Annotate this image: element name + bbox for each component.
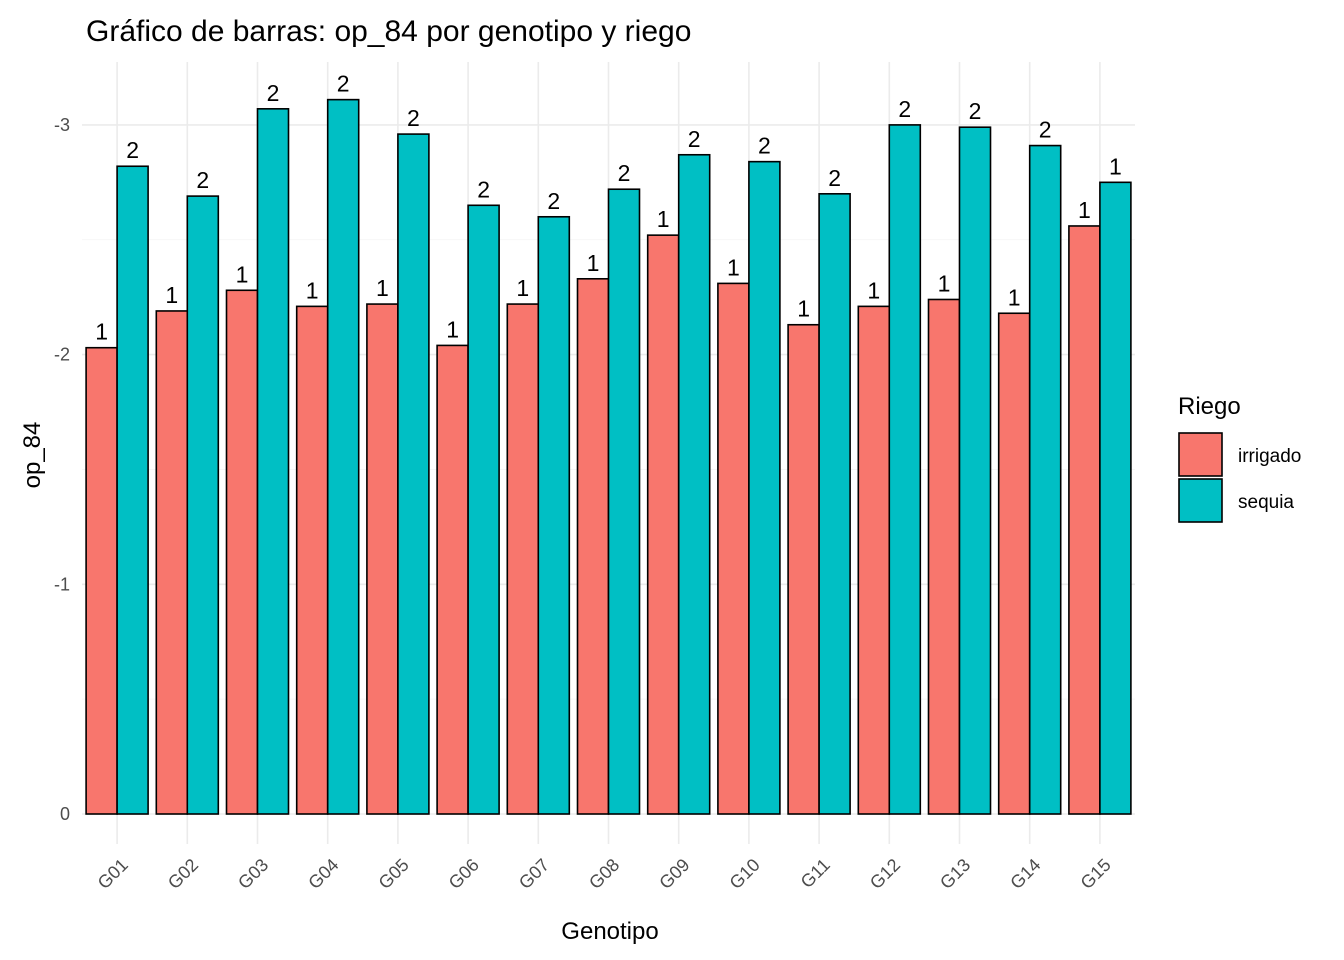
bar-irrigado-G05 [366,303,399,815]
x-tick-label: G09 [655,855,693,893]
bar-irrigado-G04 [295,305,329,815]
bar-irrigado-G07 [506,303,540,815]
bar-irrigado-G10 [717,282,750,815]
legend-key-sequia [1178,478,1223,523]
bar-sequia-G08 [607,188,641,815]
bar-irrigado-G03 [225,289,259,815]
bar-label-sequia-G06: 2 [477,176,490,202]
bar-label-irrigado-G13: 1 [938,270,951,296]
bar-sequia-G07 [537,215,571,815]
bar-label-irrigado-G01: 1 [95,319,108,345]
y-axis-ticks: 0 -1 -2 -3 [54,115,70,824]
bar-sequia-G04 [326,98,360,815]
bar-label-irrigado-G04: 1 [306,277,319,303]
bar-label-sequia-G14: 2 [1039,117,1052,143]
bar-sequia-G09 [677,153,711,815]
bar-label-sequia-G12: 2 [898,96,911,122]
bar-sequia-G15 [1099,181,1132,815]
bar-label-sequia-G15: 1 [1109,153,1122,179]
bar-label-irrigado-G06: 1 [446,316,459,342]
bar-irrigado-G02 [155,310,189,815]
x-tick-label: G10 [726,855,764,893]
bar-label-irrigado-G11: 1 [797,296,810,322]
bar-sequia-G02 [186,195,220,815]
bar-label-sequia-G04: 2 [337,71,350,97]
bar-irrigado-G13 [927,298,961,815]
x-tick-label: G02 [164,855,202,893]
bar-label-irrigado-G14: 1 [1008,284,1021,310]
x-tick-label: G01 [94,855,132,893]
x-tick-label: G06 [445,855,483,893]
bar-label-irrigado-G08: 1 [587,250,600,276]
bar-irrigado-G08 [576,277,610,815]
legend-label-sequia: sequia [1238,492,1294,513]
x-tick-label: G11 [797,855,834,892]
x-tick-label: G14 [1006,855,1044,893]
bar-irrigado-G15 [1068,225,1101,815]
bar-label-sequia-G02: 2 [196,167,209,193]
bar-irrigado-G12 [857,305,891,815]
bar-label-irrigado-G10: 1 [727,254,740,280]
y-tick-label: -3 [54,115,70,135]
x-tick-label: G04 [304,855,342,893]
x-tick-label: G12 [866,855,904,893]
x-tick-label: G08 [585,855,623,893]
bar-sequia-G12 [888,124,922,815]
bar-label-irrigado-G02: 1 [165,282,178,308]
bar-label-irrigado-G07: 1 [516,275,529,301]
y-axis-title: op_84 [19,422,46,489]
bar-label-sequia-G10: 2 [758,133,771,159]
bar-sequia-G14 [1028,144,1062,815]
bar-sequia-G06 [467,204,500,815]
x-tick-label: G03 [234,855,272,893]
legend-title: Riego [1178,393,1241,420]
x-tick-label: G13 [936,855,974,893]
bar-irrigado-G11 [787,323,820,815]
bar-label-sequia-G09: 2 [688,126,701,152]
legend-label-irrigado: irrigado [1238,446,1301,467]
bar-sequia-G10 [748,160,781,815]
bar-label-irrigado-G12: 1 [867,277,880,303]
bar-label-sequia-G01: 2 [126,137,139,163]
bar-irrigado-G06 [436,344,469,815]
bar-irrigado-G09 [646,234,680,815]
bar-sequia-G03 [256,108,290,815]
bar-label-sequia-G08: 2 [618,160,631,186]
bar-label-sequia-G03: 2 [267,80,280,106]
bar-sequia-G01 [116,165,149,815]
x-tick-label: G05 [375,855,413,893]
bar-label-irrigado-G09: 1 [657,206,670,232]
bar-label-irrigado-G15: 1 [1078,197,1091,223]
bar-label-sequia-G07: 2 [547,188,560,214]
bars [85,98,1132,815]
x-axis-title: Genotipo [561,918,658,945]
legend-key-irrigado [1178,432,1223,477]
bar-irrigado-G14 [997,312,1031,815]
bar-label-irrigado-G03: 1 [236,261,249,287]
bar-irrigado-G01 [85,346,118,815]
bar-sequia-G11 [818,193,851,815]
bar-label-irrigado-G05: 1 [376,275,389,301]
legend-items: irrigado sequia [1178,432,1301,523]
x-tick-label: G15 [1077,855,1115,893]
legend: Riego irrigado sequia [1178,393,1301,523]
x-tick-label: G07 [515,855,553,893]
bar-label-sequia-G11: 2 [828,165,841,191]
bar-label-sequia-G13: 2 [969,98,982,124]
y-tick-label: -1 [54,574,70,594]
y-tick-label: -2 [54,345,70,365]
bar-label-sequia-G05: 2 [407,105,420,131]
x-axis-ticks: G01 G02 G03 G04 G05 G06 G07 G08 G09 G10 G11 G12 G13 G… [94,855,1115,893]
chart-title: Gráfico de barras: op_84 por genotipo y … [86,15,691,48]
bar-sequia-G13 [958,126,992,815]
bar-sequia-G05 [397,133,430,815]
y-tick-label: 0 [60,804,70,824]
